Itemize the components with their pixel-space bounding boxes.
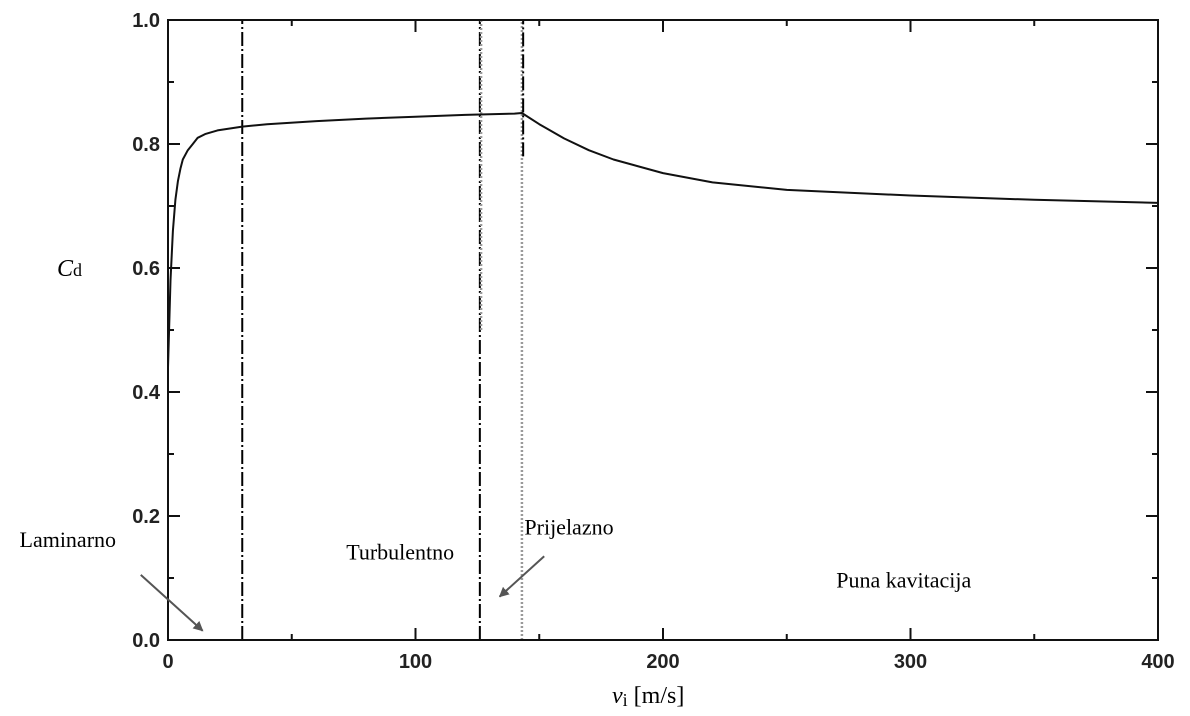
plot-border <box>167 19 1159 641</box>
x-tick-label: 200 <box>646 651 679 673</box>
x-tick-label: 300 <box>894 651 927 673</box>
y-axis-label-sub: d <box>73 260 82 280</box>
annotation-puna-kavitacija: Puna kavitacija <box>836 567 971 592</box>
plot-frame <box>167 19 1159 641</box>
y-tick-label: 0.4 <box>132 382 161 404</box>
y-tick-label: 1.0 <box>132 10 160 32</box>
annotations: Laminarno Turbulentno Prijelazno Puna kavit… <box>20 515 971 632</box>
annotation-turbulentno: Turbulentno <box>346 539 454 564</box>
x-axis-label: vi [m/s] <box>612 683 684 710</box>
y-tick-label: 0.0 <box>132 630 160 652</box>
annotation-prijelazno: Prijelazno <box>524 515 613 540</box>
x-tick-label: 100 <box>399 651 432 673</box>
annotation-arrow-laminarno <box>140 574 204 632</box>
y-tick-label: 0.2 <box>132 506 160 528</box>
y-axis-label-main: C <box>57 256 74 282</box>
series-group <box>167 112 1159 368</box>
x-tick-label: 0 <box>162 651 173 673</box>
y-tick-label: 0.8 <box>132 134 160 156</box>
x-axis-label-sub: i <box>623 690 628 710</box>
x-axis-label-main: v <box>612 683 623 709</box>
x-axis-label-unit: [m/s] <box>634 683 685 709</box>
x-axis-ticks: 0 100 200 300 400 <box>162 20 1175 673</box>
annotation-arrow-prijelazno <box>498 555 545 598</box>
series-line-1 <box>167 112 1159 368</box>
y-axis-label: Cd <box>57 256 82 282</box>
annotation-laminarno: Laminarno <box>20 527 117 552</box>
y-axis-ticks: 0.0 0.2 0.4 0.6 0.8 1.0 <box>132 10 1158 652</box>
x-tick-label: 400 <box>1141 651 1174 673</box>
y-tick-label: 0.6 <box>132 258 160 280</box>
region-dividers <box>241 20 525 640</box>
